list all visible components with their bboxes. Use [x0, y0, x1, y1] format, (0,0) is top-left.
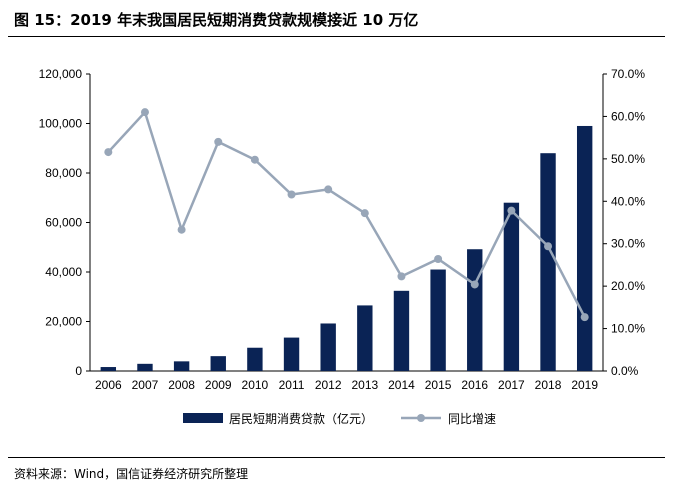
- right-tick-label: 70.0%: [611, 67, 645, 81]
- right-tick-label: 0.0%: [611, 364, 639, 378]
- x-tick-label: 2010: [242, 378, 269, 392]
- x-tick-label: 2013: [351, 378, 378, 392]
- growth-point: [140, 108, 149, 117]
- left-tick-label: 100,000: [39, 117, 83, 131]
- growth-point: [287, 190, 296, 199]
- growth-point: [470, 280, 479, 289]
- growth-point: [214, 137, 223, 146]
- x-tick-label: 2016: [461, 378, 488, 392]
- left-tick-label: 20,000: [45, 315, 82, 329]
- bar: [283, 337, 300, 371]
- x-tick-label: 2015: [425, 378, 452, 392]
- left-tick-label: 80,000: [45, 166, 82, 180]
- bar: [100, 367, 117, 371]
- bar: [393, 290, 410, 371]
- left-tick-label: 60,000: [45, 216, 82, 230]
- growth-point: [507, 206, 516, 215]
- right-tick-label: 20.0%: [611, 279, 645, 293]
- combo-chart: 0 20,000 40,000 60,000 80,000 100,000 120,000 0…: [39, 67, 646, 426]
- left-tick-label: 0: [75, 364, 82, 378]
- x-tick-label: 2008: [168, 378, 195, 392]
- figure-title: 图 15：2019 年末我国居民短期消费贷款规模接近 10 万亿: [14, 11, 419, 29]
- source-note: 资料来源：Wind，国信证券经济研究所整理: [14, 467, 249, 481]
- growth-point: [104, 148, 113, 157]
- x-tick-label: 2018: [535, 378, 562, 392]
- source-rule: [8, 457, 665, 458]
- bar: [173, 361, 190, 371]
- x-tick-label: 2012: [315, 378, 342, 392]
- growth-point: [434, 254, 443, 263]
- x-tick-label: 2014: [388, 378, 415, 392]
- x-tick-label: 2007: [132, 378, 159, 392]
- bar: [320, 323, 336, 371]
- legend-bar-label: 居民短期消费贷款（亿元）: [229, 411, 373, 426]
- right-tick-label: 10.0%: [611, 322, 645, 336]
- right-tick-label: 40.0%: [611, 194, 645, 208]
- growth-point: [177, 225, 186, 234]
- left-tick-label: 40,000: [45, 265, 82, 279]
- growth-line: [107, 109, 586, 318]
- x-tick-label: 2017: [498, 378, 525, 392]
- right-tick-label: 30.0%: [611, 237, 645, 251]
- growth-point: [324, 185, 333, 194]
- growth-point: [360, 209, 369, 218]
- bar: [210, 356, 226, 371]
- x-tick-label: 2019: [571, 378, 598, 392]
- bar: [357, 305, 373, 371]
- left-tick-label: 120,000: [39, 67, 83, 81]
- growth-point: [580, 313, 589, 322]
- bar: [247, 347, 263, 371]
- growth-point: [544, 242, 553, 251]
- growth-point: [397, 272, 406, 281]
- right-tick-label: 50.0%: [611, 152, 645, 166]
- growth-point: [250, 155, 259, 164]
- bar: [540, 153, 556, 371]
- bar: [503, 202, 520, 371]
- bar: [137, 363, 153, 371]
- legend-bar-swatch: [183, 413, 223, 423]
- x-tick-label: 2009: [205, 378, 232, 392]
- legend-line-label: 同比增速: [448, 412, 496, 426]
- title-rule: [8, 36, 665, 37]
- bar: [430, 269, 446, 371]
- x-tick-label: 2006: [95, 378, 122, 392]
- bar: [576, 125, 593, 371]
- right-tick-label: 60.0%: [611, 109, 645, 123]
- bar: [467, 249, 483, 371]
- legend-line-marker: [417, 414, 425, 422]
- x-tick-label: 2011: [279, 378, 305, 392]
